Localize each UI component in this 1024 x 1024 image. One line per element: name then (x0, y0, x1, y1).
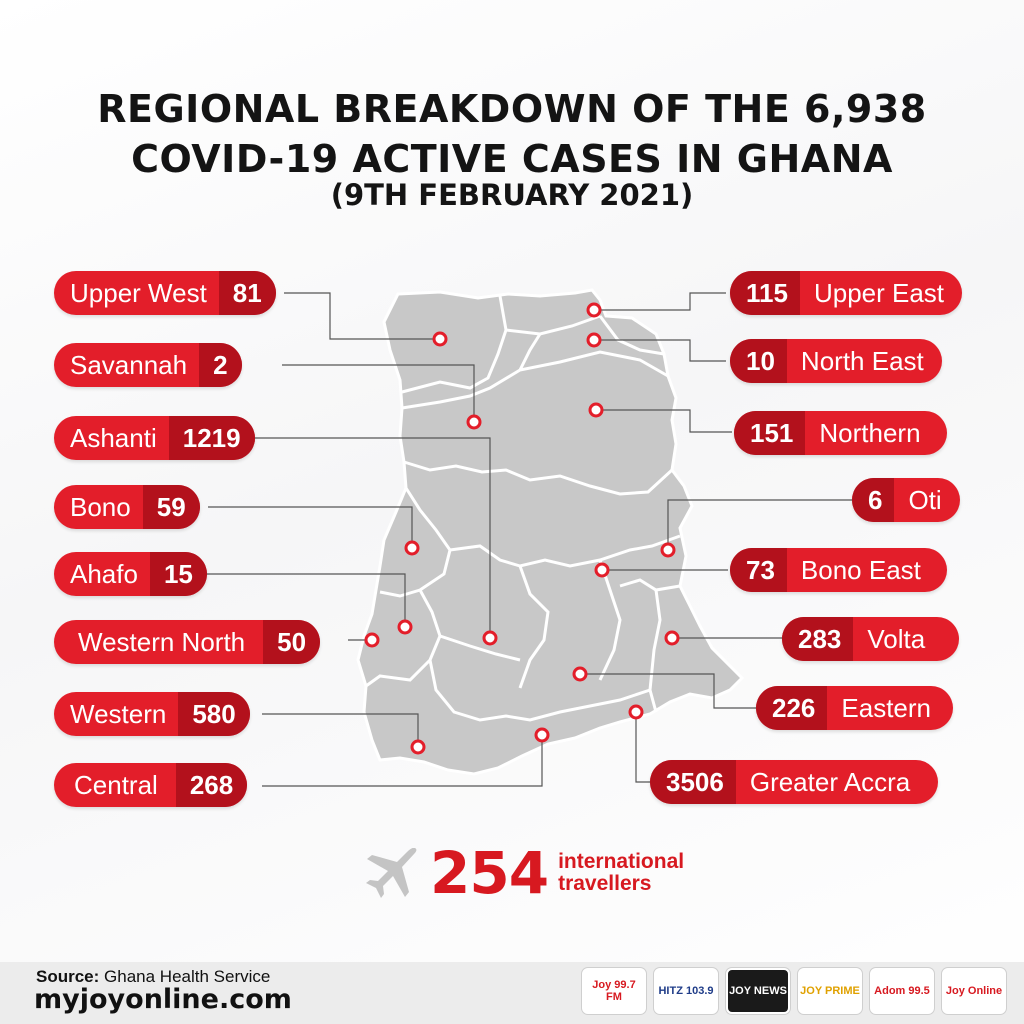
source-value: Ghana Health Service (104, 967, 271, 986)
region-name: Upper East (813, 277, 945, 308)
region-label-volta: 283 Volta (782, 617, 960, 661)
region-value: 226 (756, 686, 828, 730)
region-name: Northern (819, 417, 921, 448)
region-label-eastern: 226 Eastern (756, 686, 953, 730)
region-label-central: Central 268 (54, 763, 248, 807)
region-name: Western North (78, 626, 246, 657)
region-name: Oti (908, 484, 942, 515)
region-name: Eastern (841, 692, 931, 723)
region-label-bono: Bono 59 (54, 485, 200, 529)
international-caption-line-1: international (558, 850, 685, 873)
region-value: 1219 (168, 416, 255, 460)
region-value: 10 (730, 339, 787, 383)
region-label-oti: 6 Oti (852, 478, 960, 522)
marker-oti (660, 542, 676, 558)
title-line-2: COVID-19 ACTIVE CASES IN GHANA (131, 137, 893, 181)
source-label: Source: (36, 967, 100, 986)
marker-upper-east (586, 302, 602, 318)
region-value: 3506 (650, 760, 736, 804)
region-label-north-east: 10 North East (730, 339, 942, 383)
hitz-fm-logo: HITZ 103.9 (654, 968, 718, 1014)
region-label-savannah: Savannah 2 (54, 343, 242, 387)
marker-western-north (364, 632, 380, 648)
adom-fm-logo: Adom 99.5 (870, 968, 934, 1014)
page-subtitle: (9TH FEBRUARY 2021) (330, 178, 694, 212)
marker-bono-east (594, 562, 610, 578)
region-label-ashanti: Ashanti 1219 (54, 416, 255, 460)
marker-central (534, 727, 550, 743)
region-label-upper-west: Upper West 81 (54, 271, 276, 315)
marker-upper-west (432, 331, 448, 347)
region-markers (364, 302, 680, 755)
region-value: 73 (730, 548, 787, 592)
marker-ahafo (397, 619, 413, 635)
marker-bono (404, 540, 420, 556)
region-label-western: Western 580 (54, 692, 250, 736)
joy-news-logo: JOY NEWS (726, 968, 790, 1014)
marker-ashanti (482, 630, 498, 646)
title-line-1: REGIONAL BREAKDOWN OF THE 6,938 (97, 87, 927, 131)
joy-online-logo: Joy Online (942, 968, 1006, 1014)
marker-western (410, 739, 426, 755)
marker-north-east (586, 332, 602, 348)
region-value: 580 (178, 692, 250, 736)
region-label-western-north: Western North 50 (54, 620, 321, 664)
region-label-bono-east: 73 Bono East (730, 548, 947, 592)
region-label-ahafo: Ahafo 15 (54, 552, 207, 596)
region-name: Ahafo (70, 558, 138, 589)
marker-eastern (572, 666, 588, 682)
international-caption: international travellers (558, 851, 684, 895)
region-borders (365, 295, 681, 722)
region-value: 15 (149, 552, 207, 596)
website-link[interactable]: myjoyonline.com (34, 984, 292, 1015)
marker-greater-accra (628, 704, 644, 720)
international-caption-line-2: travellers (558, 872, 652, 895)
international-travellers: 254 international travellers (364, 838, 684, 908)
airplane-icon (366, 848, 417, 898)
region-value: 59 (142, 485, 200, 529)
region-label-upper-east: 115 Upper East (730, 271, 963, 315)
region-name: Upper West (70, 277, 207, 308)
marker-savannah (466, 414, 482, 430)
marker-volta (664, 630, 680, 646)
region-name: North East (800, 345, 924, 376)
source-credit: Source: Ghana Health Service (36, 967, 270, 987)
region-value: 115 (730, 271, 800, 315)
region-value: 50 (263, 620, 321, 664)
ghana-outline (356, 288, 745, 776)
international-count: 254 (430, 839, 549, 907)
region-value: 6 (852, 478, 895, 522)
leader-lines (200, 292, 852, 787)
region-name: Greater Accra (749, 766, 911, 797)
joy-fm-logo: Joy 99.7 FM (582, 968, 646, 1014)
region-value: 2 (199, 343, 242, 387)
region-name: Ashanti (70, 422, 157, 453)
region-name: Western (70, 698, 167, 729)
marker-northern (588, 402, 604, 418)
joy-prime-logo: JOY PRIME (798, 968, 862, 1014)
page-title: REGIONAL BREAKDOWN OF THE 6,938 COVID-19… (0, 84, 1024, 184)
region-value: 151 (734, 411, 806, 455)
region-label-northern: 151 Northern (734, 411, 947, 455)
region-value: 81 (218, 271, 276, 315)
region-name: Volta (867, 623, 926, 654)
region-label-greater-accra: 3506 Greater Accra (650, 760, 939, 804)
region-value: 268 (175, 763, 248, 807)
region-name: Bono (70, 491, 131, 522)
region-name: Bono East (800, 554, 921, 585)
brand-logos: Joy 99.7 FM HITZ 103.9 JOY NEWS JOY PRIM… (582, 968, 1006, 1014)
region-name: Central (74, 769, 158, 800)
region-value: 283 (782, 617, 854, 661)
region-name: Savannah (70, 349, 188, 380)
